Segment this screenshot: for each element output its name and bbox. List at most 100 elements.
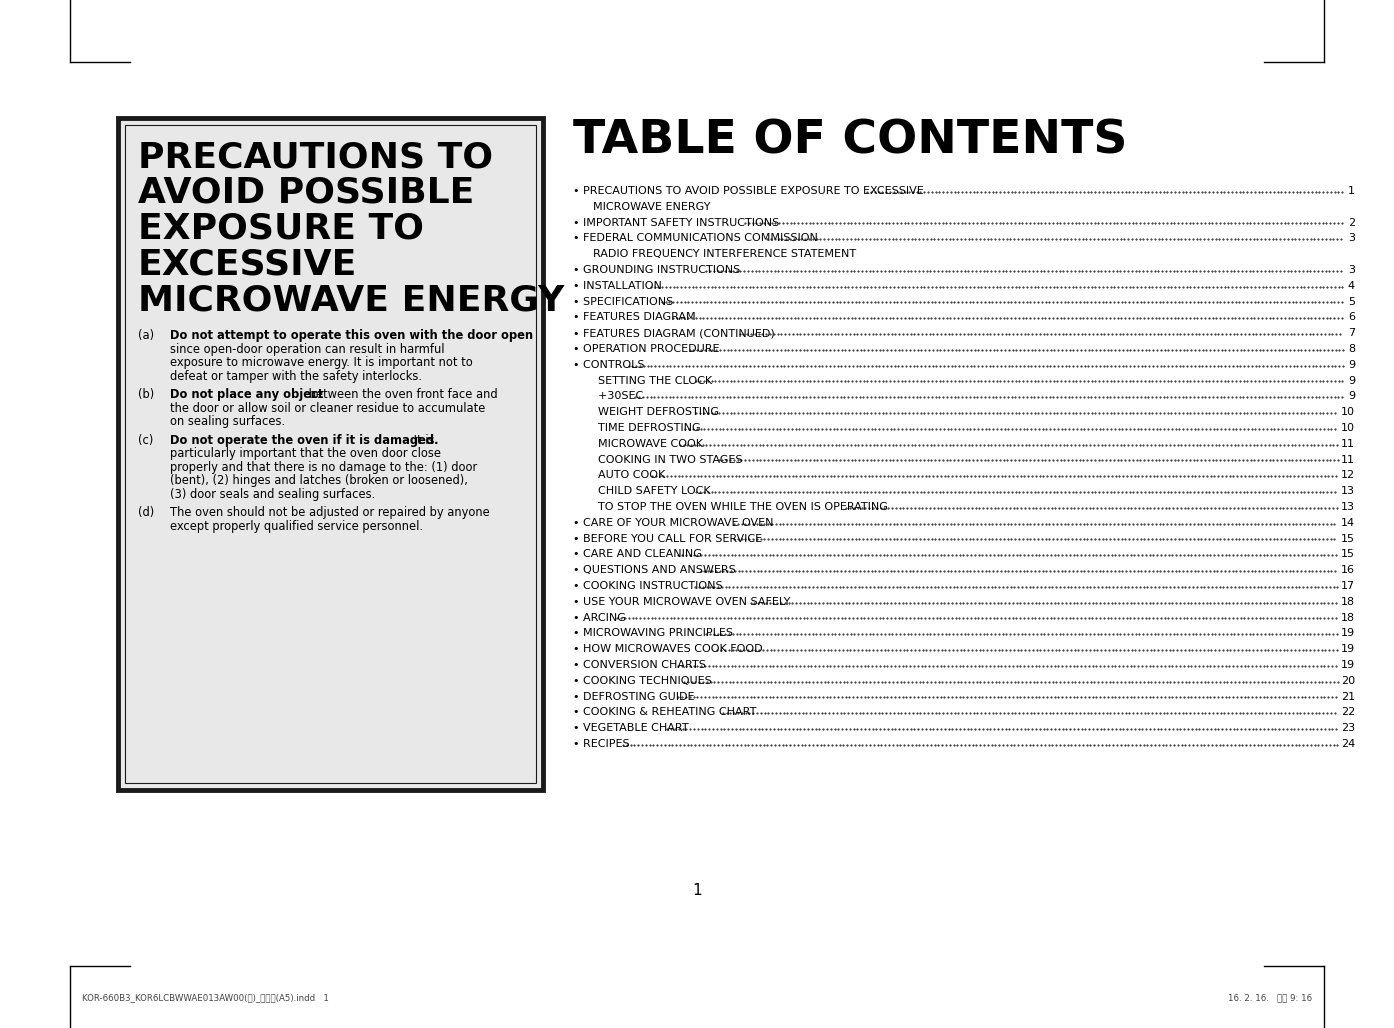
Text: 8: 8: [1348, 344, 1355, 354]
Text: on sealing surfaces.: on sealing surfaces.: [170, 415, 286, 429]
Text: EXPOSURE TO: EXPOSURE TO: [138, 212, 424, 246]
Text: • DEFROSTING GUIDE: • DEFROSTING GUIDE: [573, 692, 698, 701]
Text: 13: 13: [1341, 502, 1355, 512]
Text: (bent), (2) hinges and latches (broken or loosened),: (bent), (2) hinges and latches (broken o…: [170, 474, 468, 487]
Text: • CONVERSION CHARTS: • CONVERSION CHARTS: [573, 660, 705, 670]
Text: 1: 1: [693, 883, 701, 898]
Text: 7: 7: [1348, 328, 1355, 338]
Text: 9: 9: [1348, 392, 1355, 401]
Text: (c): (c): [138, 434, 153, 447]
Text: 12: 12: [1341, 471, 1355, 480]
Text: 6: 6: [1348, 313, 1355, 323]
Bar: [125, 125, 537, 783]
Text: EXCESSIVE: EXCESSIVE: [138, 248, 357, 282]
Text: 19: 19: [1341, 628, 1355, 638]
Text: +30SEC: +30SEC: [591, 392, 643, 401]
Text: • FEATURES DIAGRAM: • FEATURES DIAGRAM: [573, 313, 696, 323]
Text: • BEFORE YOU CALL FOR SERVICE: • BEFORE YOU CALL FOR SERVICE: [573, 534, 763, 544]
Text: Do not operate the oven if it is damaged.: Do not operate the oven if it is damaged…: [170, 434, 439, 447]
Text: 10: 10: [1341, 423, 1355, 433]
Text: TABLE OF CONTENTS: TABLE OF CONTENTS: [573, 118, 1128, 163]
Text: 14: 14: [1341, 518, 1355, 527]
Text: 18: 18: [1341, 613, 1355, 623]
Text: 2: 2: [1348, 218, 1355, 227]
Text: • COOKING INSTRUCTIONS: • COOKING INSTRUCTIONS: [573, 581, 722, 591]
Text: TIME DEFROSTING: TIME DEFROSTING: [591, 423, 701, 433]
Text: 18: 18: [1341, 597, 1355, 607]
Text: • CARE OF YOUR MICROWAVE OVEN: • CARE OF YOUR MICROWAVE OVEN: [573, 518, 774, 527]
Text: 20: 20: [1341, 675, 1355, 686]
Text: • USE YOUR MICROWAVE OVEN SAFELY: • USE YOUR MICROWAVE OVEN SAFELY: [573, 597, 790, 607]
Text: 11: 11: [1341, 454, 1355, 465]
Text: 17: 17: [1341, 581, 1355, 591]
Text: • MICROWAVING PRINCIPLES: • MICROWAVING PRINCIPLES: [573, 628, 733, 638]
Text: 10: 10: [1341, 407, 1355, 417]
Text: • RECIPES: • RECIPES: [573, 739, 630, 749]
Text: defeat or tamper with the safety interlocks.: defeat or tamper with the safety interlo…: [170, 370, 422, 382]
Text: • CONTROLS: • CONTROLS: [573, 360, 644, 370]
Text: 11: 11: [1341, 439, 1355, 449]
Text: MICROWAVE ENERGY: MICROWAVE ENERGY: [138, 284, 565, 318]
Text: (3) door seals and sealing surfaces.: (3) door seals and sealing surfaces.: [170, 488, 375, 501]
Text: • CARE AND CLEANING: • CARE AND CLEANING: [573, 549, 701, 559]
Text: It is: It is: [410, 434, 435, 447]
Text: CHILD SAFETY LOCK: CHILD SAFETY LOCK: [591, 486, 711, 497]
Text: 9: 9: [1348, 360, 1355, 370]
Text: (b): (b): [138, 389, 155, 401]
Text: 24: 24: [1341, 739, 1355, 749]
Text: • COOKING TECHNIQUES: • COOKING TECHNIQUES: [573, 675, 712, 686]
Text: Do not place any object: Do not place any object: [170, 389, 323, 401]
Text: 19: 19: [1341, 645, 1355, 654]
Text: KOR-660B3_KOR6LCBWWAE013AW00(영)_미주향(A5).indd   1: KOR-660B3_KOR6LCBWWAE013AW00(영)_미주향(A5).…: [82, 993, 329, 1002]
Text: • OPERATION PROCEDURE: • OPERATION PROCEDURE: [573, 344, 719, 354]
Text: 16: 16: [1341, 565, 1355, 576]
Text: The oven should not be adjusted or repaired by anyone: The oven should not be adjusted or repai…: [170, 507, 489, 519]
Text: • HOW MICROWAVES COOK FOOD: • HOW MICROWAVES COOK FOOD: [573, 645, 763, 654]
Text: • GROUNDING INSTRUCTIONS: • GROUNDING INSTRUCTIONS: [573, 265, 740, 276]
Text: the door or allow soil or cleaner residue to accumulate: the door or allow soil or cleaner residu…: [170, 402, 485, 415]
Text: • VEGETABLE CHART: • VEGETABLE CHART: [573, 724, 689, 733]
Text: • FEDERAL COMMUNICATIONS COMMISSION: • FEDERAL COMMUNICATIONS COMMISSION: [573, 233, 818, 244]
Text: since open-door operation can result in harmful: since open-door operation can result in …: [170, 343, 445, 356]
Text: RADIO FREQUENCY INTERFERENCE STATEMENT: RADIO FREQUENCY INTERFERENCE STATEMENT: [592, 249, 856, 259]
Text: MICROWAVE COOK: MICROWAVE COOK: [591, 439, 703, 449]
Text: • SPECIFICATIONS: • SPECIFICATIONS: [573, 297, 673, 306]
Bar: [118, 118, 544, 790]
Text: except properly qualified service personnel.: except properly qualified service person…: [170, 520, 422, 533]
Text: 16. 2. 16.   오전 9: 16: 16. 2. 16. 오전 9: 16: [1228, 993, 1312, 1002]
Text: Do not attempt to operate this oven with the door open: Do not attempt to operate this oven with…: [170, 329, 533, 342]
Text: • PRECAUTIONS TO AVOID POSSIBLE EXPOSURE TO EXCESSIVE: • PRECAUTIONS TO AVOID POSSIBLE EXPOSURE…: [573, 186, 924, 196]
Text: 13: 13: [1341, 486, 1355, 497]
Text: • QUESTIONS AND ANSWERS: • QUESTIONS AND ANSWERS: [573, 565, 736, 576]
Text: AVOID POSSIBLE: AVOID POSSIBLE: [138, 176, 474, 210]
Text: 3: 3: [1348, 265, 1355, 276]
Text: PRECAUTIONS TO: PRECAUTIONS TO: [138, 140, 493, 174]
Text: 3: 3: [1348, 233, 1355, 244]
Text: properly and that there is no damage to the: (1) door: properly and that there is no damage to …: [170, 461, 477, 474]
Text: between the oven front face and: between the oven front face and: [304, 389, 498, 401]
Text: AUTO COOK: AUTO COOK: [591, 471, 665, 480]
Text: TO STOP THE OVEN WHILE THE OVEN IS OPERATING: TO STOP THE OVEN WHILE THE OVEN IS OPERA…: [591, 502, 888, 512]
Text: 22: 22: [1341, 707, 1355, 718]
Text: 23: 23: [1341, 724, 1355, 733]
Text: • INSTALLATION: • INSTALLATION: [573, 281, 662, 291]
Text: MICROWAVE ENERGY: MICROWAVE ENERGY: [592, 201, 711, 212]
Text: 4: 4: [1348, 281, 1355, 291]
Text: • COOKING & REHEATING CHART: • COOKING & REHEATING CHART: [573, 707, 757, 718]
Text: 1: 1: [1348, 186, 1355, 196]
Text: (d): (d): [138, 507, 155, 519]
Text: COOKING IN TWO STAGES: COOKING IN TWO STAGES: [591, 454, 743, 465]
Text: SETTING THE CLOCK: SETTING THE CLOCK: [591, 375, 712, 386]
Text: (a): (a): [138, 329, 155, 342]
Text: 5: 5: [1348, 297, 1355, 306]
Text: 19: 19: [1341, 660, 1355, 670]
Text: • IMPORTANT SAFETY INSTRUCTIONS: • IMPORTANT SAFETY INSTRUCTIONS: [573, 218, 779, 227]
Text: exposure to microwave energy. It is important not to: exposure to microwave energy. It is impo…: [170, 357, 473, 369]
Text: 15: 15: [1341, 534, 1355, 544]
Text: WEIGHT DEFROSTING: WEIGHT DEFROSTING: [591, 407, 719, 417]
Text: 21: 21: [1341, 692, 1355, 701]
Text: • ARCING: • ARCING: [573, 613, 626, 623]
Text: • FEATURES DIAGRAM (CONTINUED): • FEATURES DIAGRAM (CONTINUED): [573, 328, 775, 338]
Text: 15: 15: [1341, 549, 1355, 559]
Text: 9: 9: [1348, 375, 1355, 386]
